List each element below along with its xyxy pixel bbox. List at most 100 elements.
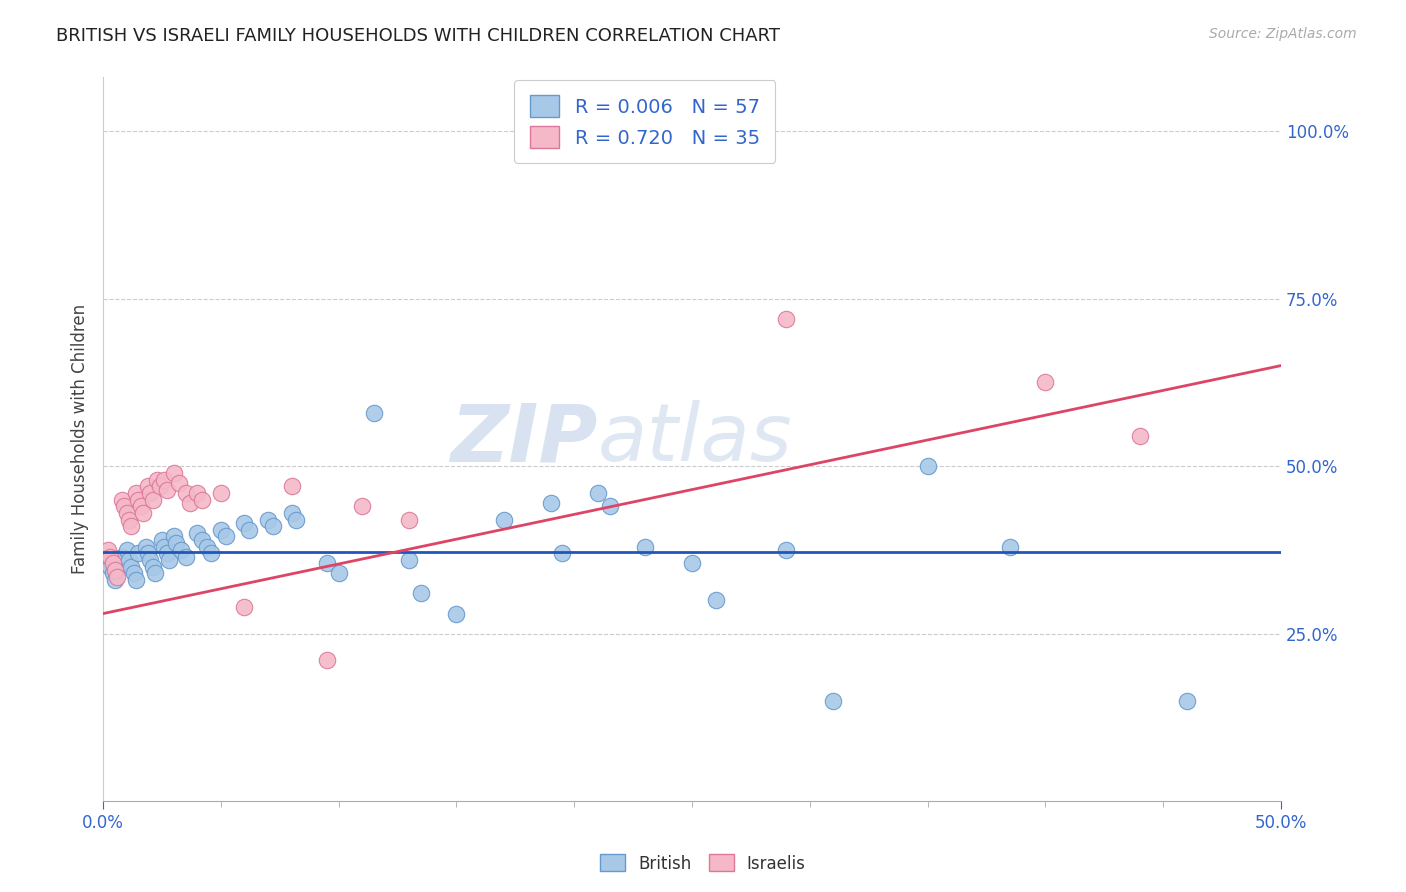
Point [115, 506, 138, 520]
Point [1129, 429, 1152, 443]
Point [136, 479, 159, 493]
Point [108, 557, 131, 571]
Point [209, 486, 232, 500]
Point [98, 559, 121, 574]
Point [127, 492, 149, 507]
Point [146, 473, 169, 487]
Text: Source: ZipAtlas.com: Source: ZipAtlas.com [1209, 27, 1357, 41]
Point [170, 542, 193, 557]
Point [233, 516, 256, 530]
Point [492, 513, 515, 527]
Point [174, 486, 197, 500]
Point [150, 533, 173, 547]
Point [132, 506, 155, 520]
Point [136, 546, 159, 560]
Point [105, 570, 128, 584]
Legend: R = 0.006   N = 57, R = 0.720   N = 35: R = 0.006 N = 57, R = 0.720 N = 35 [515, 80, 776, 163]
Point [174, 549, 197, 564]
Point [153, 540, 176, 554]
Point [1035, 376, 1057, 390]
Point [191, 533, 214, 547]
Point [191, 492, 214, 507]
Point [142, 559, 165, 574]
Point [200, 546, 222, 560]
Point [139, 486, 162, 500]
Point [704, 593, 727, 607]
Point [186, 486, 208, 500]
Point [917, 459, 939, 474]
Point [111, 492, 134, 507]
Text: BRITISH VS ISRAELI FAMILY HOUSEHOLDS WITH CHILDREN CORRELATION CHART: BRITISH VS ISRAELI FAMILY HOUSEHOLDS WIT… [56, 27, 780, 45]
Point [233, 599, 256, 614]
Point [775, 542, 797, 557]
Point [153, 473, 176, 487]
Point [540, 496, 562, 510]
Point [120, 519, 142, 533]
Point [167, 475, 190, 490]
Point [98, 549, 121, 564]
Point [398, 513, 420, 527]
Point [163, 466, 186, 480]
Point [998, 540, 1021, 554]
Point [179, 496, 201, 510]
Point [551, 546, 574, 560]
Point [823, 694, 845, 708]
Point [411, 586, 433, 600]
Point [398, 553, 420, 567]
Point [280, 479, 302, 493]
Point [599, 500, 621, 514]
Point [111, 549, 134, 564]
Point [262, 519, 284, 533]
Point [214, 529, 236, 543]
Point [104, 563, 127, 577]
Point [257, 513, 280, 527]
Point [280, 506, 302, 520]
Point [163, 529, 186, 543]
Point [104, 573, 127, 587]
Point [363, 405, 385, 419]
Point [186, 526, 208, 541]
Point [129, 500, 152, 514]
Point [446, 607, 468, 621]
Point [120, 559, 142, 574]
Point [586, 486, 609, 500]
Text: atlas: atlas [598, 401, 793, 478]
Point [328, 566, 350, 581]
Point [122, 566, 145, 581]
Point [1175, 694, 1198, 708]
Point [352, 500, 374, 514]
Point [143, 566, 166, 581]
Point [101, 566, 124, 581]
Point [316, 653, 339, 667]
Point [209, 523, 232, 537]
Point [156, 483, 179, 497]
Point [101, 557, 124, 571]
Y-axis label: Family Households with Children: Family Households with Children [72, 304, 89, 574]
Point [97, 542, 120, 557]
Point [285, 513, 308, 527]
Point [118, 553, 141, 567]
Point [97, 553, 120, 567]
Text: ZIP: ZIP [450, 401, 598, 478]
Point [125, 486, 148, 500]
Point [105, 563, 128, 577]
Point [127, 546, 149, 560]
Point [634, 540, 657, 554]
Point [195, 540, 218, 554]
Point [238, 523, 260, 537]
Point [149, 479, 172, 493]
Point [165, 536, 187, 550]
Point [125, 573, 148, 587]
Point [139, 553, 162, 567]
Legend: British, Israelis: British, Israelis [593, 847, 813, 880]
Point [135, 540, 157, 554]
Point [118, 513, 141, 527]
Point [156, 546, 179, 560]
Point [316, 557, 339, 571]
Point [775, 311, 797, 326]
Point [681, 557, 703, 571]
Point [115, 542, 138, 557]
Point [112, 500, 135, 514]
Point [157, 553, 180, 567]
Point [142, 492, 165, 507]
